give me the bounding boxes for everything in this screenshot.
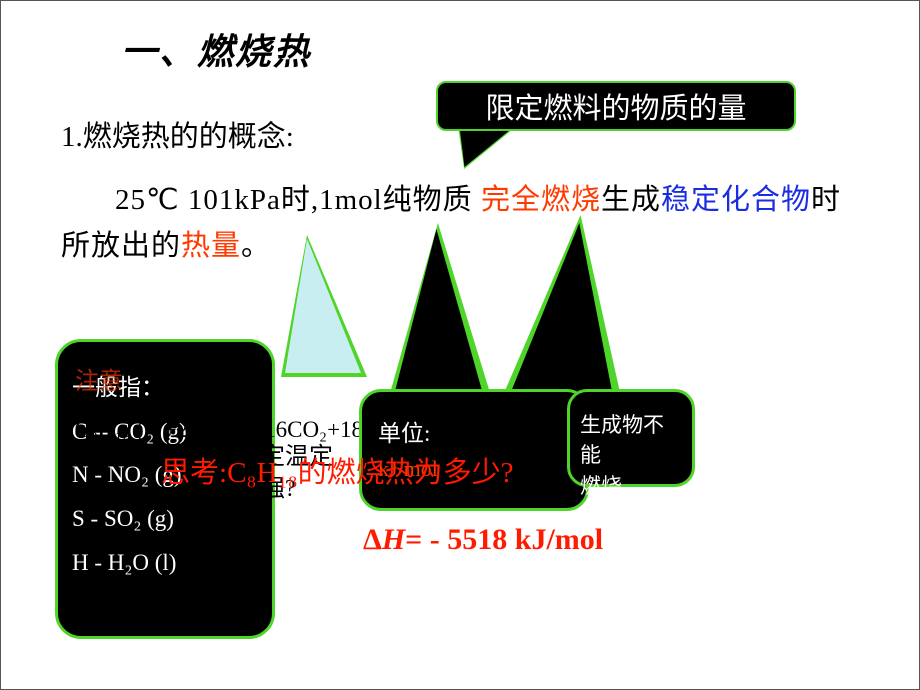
think-question: C₈H₁₈的燃烧热为多少? — [227, 457, 514, 489]
def-red-1: 完全燃烧 — [481, 184, 601, 216]
callout-quantity: 限定燃料的物质的量 — [436, 81, 796, 131]
unit-label: 单位: — [378, 416, 572, 452]
def-pre: 25℃ 101kPa时,1mol纯物质 — [115, 184, 473, 216]
def-post2: 。 — [241, 230, 271, 262]
product-rule-box: 生成物不能 燃烧 — [567, 389, 695, 487]
product-rule-l2: 燃烧 — [580, 471, 684, 501]
wedge-2 — [396, 229, 499, 389]
def-blue-1: 稳定化合物 — [661, 184, 811, 216]
callout-tail — [452, 127, 513, 167]
think-prefix: 思考: — [161, 457, 227, 489]
answer-line: ΔH= - 5518 kJ/mol — [363, 523, 603, 557]
product-rule-l1: 生成物不能 — [580, 410, 684, 471]
section-title: 一、燃烧热 — [121, 23, 311, 75]
think-line: 思考:C₈H₁₈的燃烧热为多少? — [161, 449, 514, 491]
wedge-1 — [285, 239, 361, 373]
def-red-2: 热量 — [181, 230, 241, 262]
product-row-4: H - H₂O (l) — [72, 541, 258, 585]
subheading: 1.燃烧热的的概念: — [61, 113, 294, 155]
note-label: 注意 — [75, 361, 123, 396]
slide: 一、燃烧热 限定燃料的物质的量 1.燃烧热的的概念: 25℃ 101kPa时,1… — [0, 0, 920, 690]
def-mid: 生成 — [601, 184, 661, 216]
product-row-3: S - SO₂ (g) — [72, 497, 258, 541]
